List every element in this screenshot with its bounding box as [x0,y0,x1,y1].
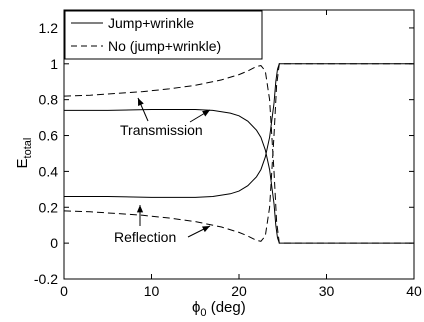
arrow-transmission-to-dashed-head [202,110,210,117]
annotation-transmission: Transmission [120,122,203,138]
x-axis-title: ϕ0 (deg) [192,299,246,319]
legend-label-jump-wrinkle: Jump+wrinkle [108,15,194,31]
y-axis-title-main: E [14,158,31,168]
y-tick-label: 1 [50,56,58,72]
legend-box [64,10,263,60]
x-tick-label: 10 [144,283,160,299]
series-line-jump-wrinkle-reflection [64,63,414,198]
x-tick-label: 20 [231,283,247,299]
x-tick-label: 0 [60,283,68,299]
legend-label-no-jump-wrinkle: No (jump+wrinkle) [108,38,221,54]
y-tick-label: 1.2 [39,20,59,36]
y-tick-label: 0 [50,235,58,251]
series-line-no-jump-wrinkle-reflection [63,63,414,242]
x-axis-title-unit: (deg) [207,299,246,316]
y-tick-label: 0.6 [39,128,59,144]
y-tick-label: 0.8 [39,92,59,108]
x-axis-title-main: ϕ [192,299,200,316]
annotation-reflection: Reflection [114,229,176,245]
arrow-reflection-to-solid-head [136,205,144,213]
annotations: Transmission Reflection [114,97,211,245]
legend: Jump+wrinkle No (jump+wrinkle) [64,10,263,60]
series-layer [63,63,414,244]
y-tick-label: -0.2 [34,271,58,287]
y-axis-title: Etotal [14,138,34,169]
plot-area: -0.200.20.40.60.811.2 0 10 20 30 40 Transmis… [34,9,422,299]
arrow-transmission-to-solid-head [138,98,144,106]
x-tick-label: 40 [406,283,422,299]
y-axis: -0.2 0 0.2 0.4 0.6 0.8 1 1.2 [34,20,414,287]
series-line-jump-wrinkle-transmission [64,109,414,244]
y-tick-label: 0.2 [39,199,59,215]
x-axis-title-subscript: 0 [200,307,206,319]
x-axis: 0 10 20 30 40 [60,10,422,299]
series-line-no-jump-wrinkle-transmission [63,65,414,244]
arrow-reflection-to-dashed-head [202,226,210,233]
y-tick-label: 0.4 [39,163,59,179]
x-tick-label: 30 [319,283,335,299]
y-axis-title-subscript: total [22,138,34,159]
